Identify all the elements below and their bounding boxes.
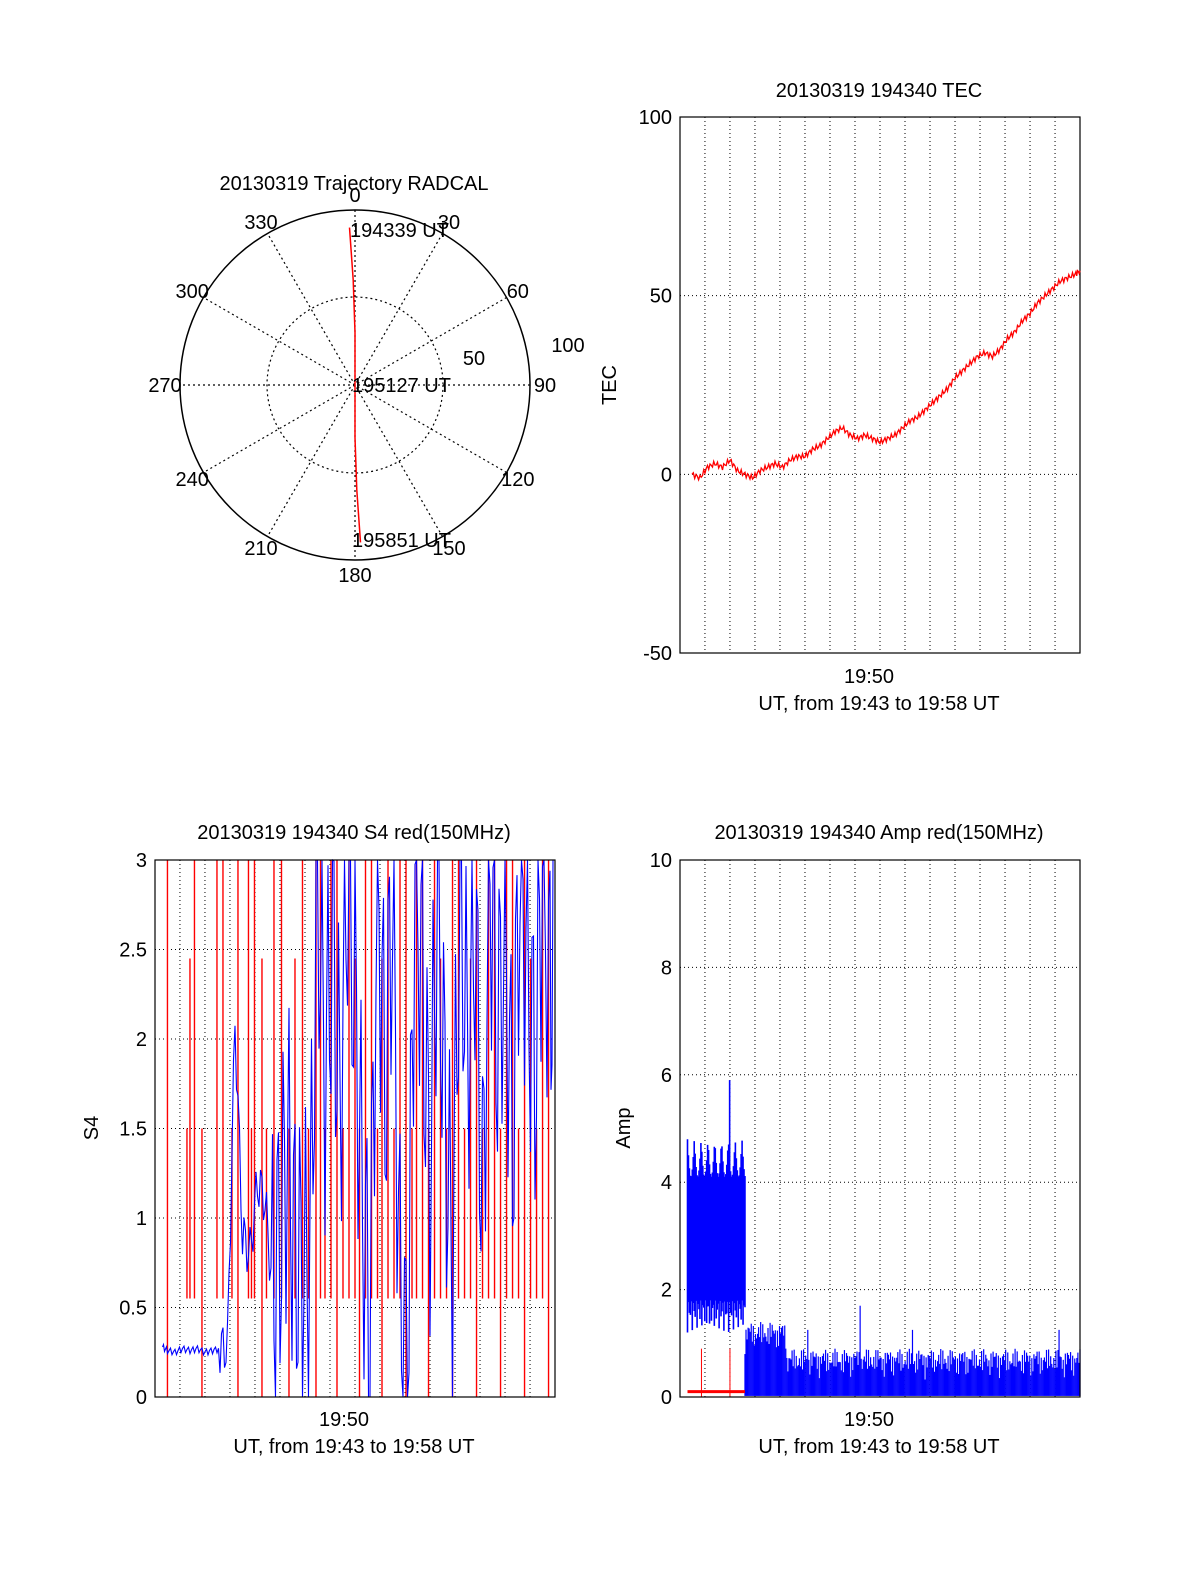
polar-angle-label-240: 240 (175, 469, 208, 491)
tec-x-tick-label: 19:50 (844, 666, 894, 688)
s4-y-tick-label: 0 (136, 1387, 147, 1409)
polar-angle-label-300: 300 (175, 281, 208, 303)
s4-blue-line (161, 858, 554, 1398)
tec-y-tick-label: 50 (650, 286, 672, 308)
polar-angle-label-330: 330 (244, 212, 277, 234)
polar-annotation-mid: 195127 UT (352, 375, 451, 397)
amp-y-tick-label: 2 (661, 1280, 672, 1302)
amp-y-tick-labels: 0 2 4 6 8 10 (650, 850, 672, 1409)
polar-annotation-end: 195851 UT (352, 530, 451, 552)
tec-panel: 20130319 194340 TEC 100 50 0 -50 19:50 UT, … (599, 80, 1081, 715)
amp-y-tick-label: 10 (650, 850, 672, 872)
s4-y-tick-label: 2 (136, 1029, 147, 1051)
amp-y-axis-label: Amp (613, 1107, 635, 1148)
s4-title: 20130319 194340 S4 red(150MHz) (197, 822, 511, 844)
s4-y-tick-label: 2.5 (119, 940, 147, 962)
polar-trajectory-panel: 20130319 Trajectory RADCAL 0 30 60 90 120 150… (148, 173, 584, 587)
s4-x-tick-label: 19:50 (319, 1409, 369, 1431)
tec-y-tick-label: -50 (643, 643, 672, 665)
tec-series-line (691, 269, 1081, 482)
s4-plot-frame (154, 859, 556, 1398)
s4-y-tick-label: 1 (136, 1208, 147, 1230)
polar-angle-label-0: 0 (349, 185, 360, 207)
polar-angle-label-30: 30 (438, 212, 460, 234)
s4-x-axis-label: UT, from 19:43 to 19:58 UT (233, 1436, 474, 1458)
polar-angle-labels: 0 30 60 90 120 150 180 210 240 270 300 330 (148, 185, 556, 587)
amp-x-axis-label: UT, from 19:43 to 19:58 UT (758, 1436, 999, 1458)
polar-angle-label-150: 150 (432, 538, 465, 560)
polar-radial-label-50: 50 (463, 348, 485, 370)
polar-angle-label-210: 210 (244, 538, 277, 560)
amp-series (686, 1080, 1081, 1397)
amp-plot-frame (679, 859, 1081, 1398)
polar-angle-label-180: 180 (338, 565, 371, 587)
polar-angle-label-270: 270 (148, 375, 181, 397)
polar-trajectory-line (348, 227, 362, 543)
tec-title: 20130319 194340 TEC (776, 80, 982, 102)
tec-x-axis-label: UT, from 19:43 to 19:58 UT (758, 693, 999, 715)
s4-y-tick-label: 3 (136, 850, 147, 872)
amp-y-tick-label: 6 (661, 1065, 672, 1087)
tec-y-axis-label: TEC (599, 365, 621, 405)
tec-y-tick-label: 0 (661, 464, 672, 486)
polar-radial-label-100: 100 (551, 335, 584, 357)
polar-annotation-start: 194339 UT (350, 220, 449, 242)
tec-plot-frame (679, 116, 1081, 654)
amp-title: 20130319 194340 Amp red(150MHz) (714, 822, 1043, 844)
amp-panel: 20130319 194340 Amp red(150MHz) 0246810 … (613, 822, 1081, 1458)
s4-y-tick-labels: 0 0.5 1 1.5 2 2.5 3 (119, 850, 147, 1409)
tec-y-tick-label: 100 (639, 107, 672, 129)
s4-y-tick-label: 0.5 (119, 1298, 147, 1320)
tec-y-tick-labels: 100 50 0 -50 (639, 107, 672, 665)
s4-y-tick-label: 1.5 (119, 1119, 147, 1141)
tec-grid (680, 117, 1080, 653)
polar-title: 20130319 Trajectory RADCAL (219, 173, 488, 195)
polar-angle-label-90: 90 (534, 375, 556, 397)
amp-y-tick-label: 8 (661, 957, 672, 979)
s4-red-spikes (166, 860, 550, 1397)
polar-angle-label-120: 120 (501, 469, 534, 491)
amp-y-tick-label: 0 (661, 1387, 672, 1409)
polar-angle-label-60: 60 (507, 281, 529, 303)
amp-x-tick-label: 19:50 (844, 1409, 894, 1431)
s4-y-axis-label: S4 (81, 1116, 103, 1140)
amp-y-tick-label: 4 (661, 1172, 672, 1194)
s4-panel: 20130319 194340 S4 red(150MHz) 0 0.5 1 1.5 2… (81, 822, 556, 1458)
